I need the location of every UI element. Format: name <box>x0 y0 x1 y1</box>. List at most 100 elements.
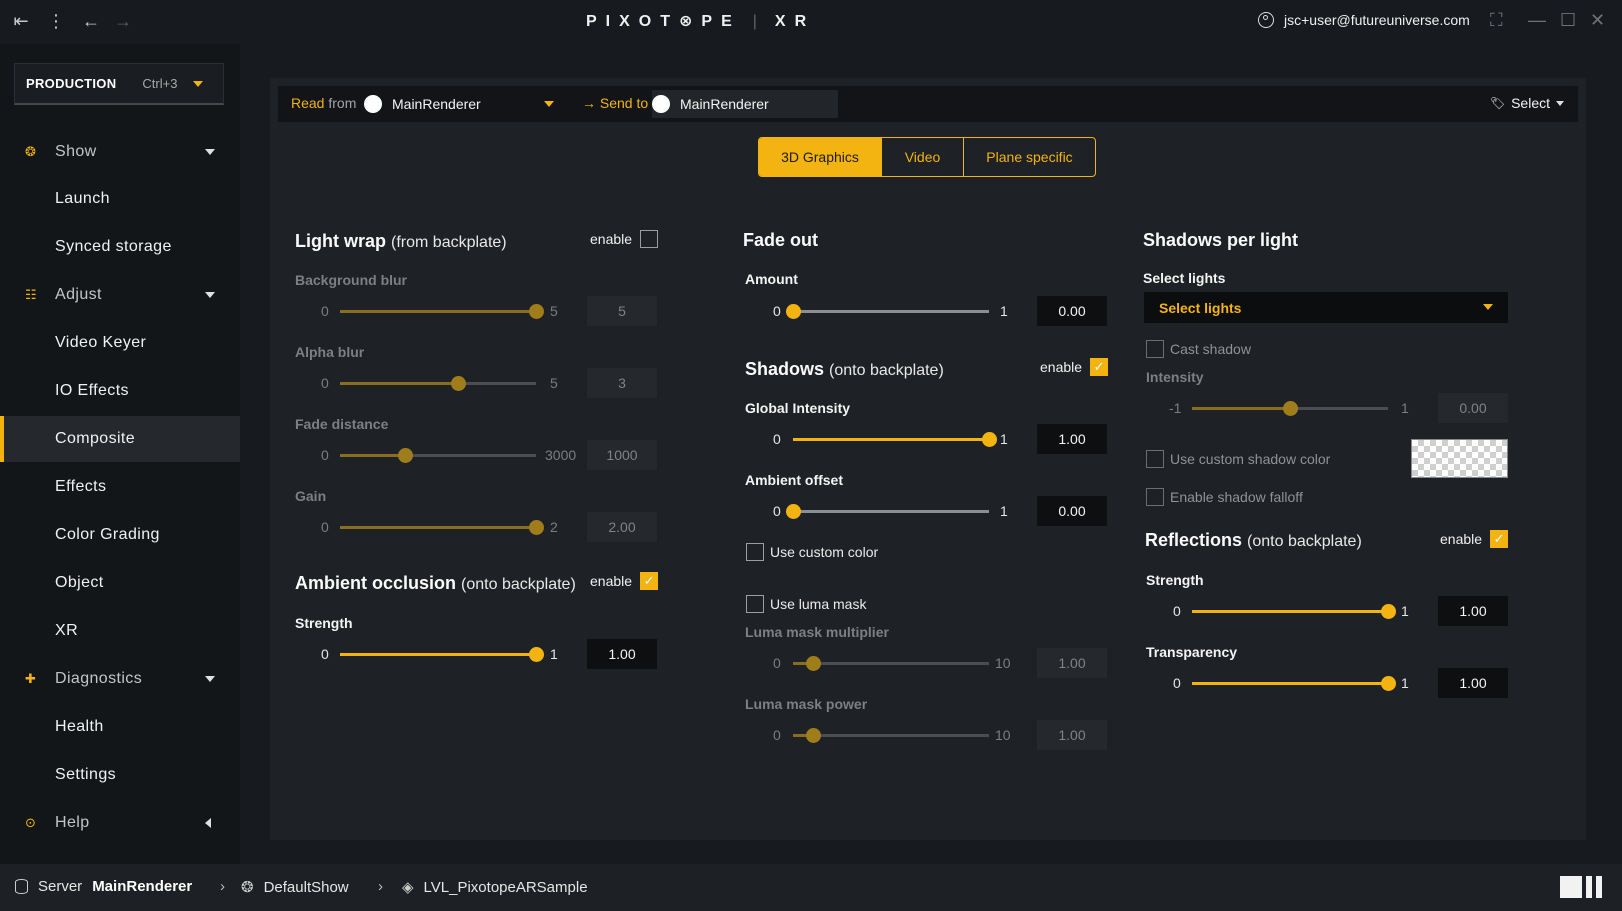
global-intensity-slider[interactable]: 0 1 1.00 <box>745 424 1115 454</box>
reflections-enable[interactable]: enable ✓ <box>1440 530 1509 548</box>
fade-out-title: Fade out <box>743 230 818 250</box>
gain-value[interactable]: 2.00 <box>587 512 657 542</box>
sidebar-item-health[interactable]: Health <box>55 718 104 735</box>
slider-handle[interactable] <box>805 656 821 671</box>
cast-shadow-option[interactable]: Cast shadow <box>1146 340 1251 358</box>
minimize-icon[interactable]: — <box>1528 10 1546 30</box>
use-custom-shadow-color-option[interactable]: Use custom shadow color <box>1146 450 1330 468</box>
sidebar-section-adjust[interactable]: ☷ Adjust <box>0 272 240 318</box>
light-wrap-enable[interactable]: enable <box>590 230 659 248</box>
transparency-value[interactable]: 1.00 <box>1438 668 1508 698</box>
breadcrumb-server[interactable]: Server MainRenderer <box>15 878 192 895</box>
luma-mask-multiplier-value[interactable]: 1.00 <box>1037 648 1107 678</box>
user-account[interactable]: jsc+user@futureuniverse.com <box>1258 12 1470 28</box>
slider-handle[interactable] <box>1381 604 1396 619</box>
ambient-offset-value[interactable]: 0.00 <box>1037 496 1107 526</box>
luma-mask-power-slider[interactable]: 0 10 1.00 <box>745 720 1115 750</box>
sidebar-item-launch[interactable]: Launch <box>55 190 110 207</box>
fade-out-amount-slider[interactable]: 0 1 0.00 <box>745 296 1115 326</box>
fullscreen-icon[interactable]: ⛶ <box>1490 10 1503 30</box>
slider-handle[interactable] <box>805 728 821 743</box>
gain-label: Gain <box>295 488 327 504</box>
sidebar-section-diagnostics[interactable]: ✚ Diagnostics <box>0 656 240 702</box>
sidebar-item-object[interactable]: Object <box>55 574 104 591</box>
close-icon[interactable]: ✕ <box>1590 10 1606 30</box>
slider-handle[interactable] <box>529 520 544 535</box>
background-blur-value[interactable]: 5 <box>587 296 657 326</box>
fade-distance-slider[interactable]: 0 3000 1000 <box>295 440 665 470</box>
light-intensity-value[interactable]: 0.00 <box>1438 393 1508 423</box>
gain-slider[interactable]: 0 2 2.00 <box>295 512 665 542</box>
shadows-enable[interactable]: enable ✓ <box>1040 358 1109 376</box>
global-intensity-value[interactable]: 1.00 <box>1037 424 1107 454</box>
tab-plane-specific[interactable]: Plane specific <box>963 138 1095 176</box>
ambient-offset-slider[interactable]: 0 1 0.00 <box>745 496 1115 526</box>
maximize-icon[interactable]: ☐ <box>1560 10 1577 30</box>
slider-handle[interactable] <box>786 304 801 319</box>
shadows-enable-checkbox[interactable]: ✓ <box>1090 358 1109 376</box>
sidebar-item-settings[interactable]: Settings <box>55 766 117 783</box>
enable-shadow-falloff-checkbox[interactable] <box>1146 488 1164 506</box>
panel-layout-icon[interactable] <box>1560 876 1602 898</box>
use-luma-mask-checkbox[interactable] <box>746 595 764 613</box>
slider-handle[interactable] <box>982 432 997 447</box>
sidebar-item-composite[interactable]: Composite <box>0 416 240 462</box>
sidebar-section-help[interactable]: ⊙ Help <box>0 800 240 846</box>
alpha-blur-slider[interactable]: 0 5 3 <box>295 368 665 398</box>
shadow-color-swatch[interactable] <box>1411 439 1508 478</box>
slider-handle[interactable] <box>398 448 414 463</box>
light-wrap-enable-checkbox[interactable] <box>640 230 659 248</box>
use-custom-shadow-color-checkbox[interactable] <box>1146 450 1164 468</box>
slider-handle[interactable] <box>529 304 544 319</box>
production-selector[interactable]: PRODUCTION Ctrl+3 <box>14 63 224 105</box>
background-blur-slider[interactable]: 0 5 5 <box>295 296 665 326</box>
slider-handle[interactable] <box>1283 401 1298 416</box>
breadcrumb-show[interactable]: ❂ DefaultShow <box>241 878 349 897</box>
ao-strength-value[interactable]: 1.00 <box>587 639 657 669</box>
cast-shadow-checkbox[interactable] <box>1146 340 1164 358</box>
sidebar-item-effects[interactable]: Effects <box>55 478 107 495</box>
slider-handle[interactable] <box>786 504 801 519</box>
back-arrow-icon[interactable]: ← <box>82 10 100 31</box>
luma-mask-power-value[interactable]: 1.00 <box>1037 720 1107 750</box>
reflections-strength-slider[interactable]: 0 1 1.00 <box>1146 596 1516 626</box>
sidebar-item-video-keyer[interactable]: Video Keyer <box>55 334 147 351</box>
sidebar-item-color-grading[interactable]: Color Grading <box>55 526 160 543</box>
tab-video[interactable]: Video <box>881 138 963 176</box>
read-source-dropdown[interactable]: MainRenderer <box>364 86 554 122</box>
collapse-sidebar-icon[interactable]: ⇤ <box>13 10 29 31</box>
fade-distance-label: Fade distance <box>295 416 389 432</box>
ao-strength-slider[interactable]: 0 1 1.00 <box>295 639 665 669</box>
alpha-blur-value[interactable]: 3 <box>587 368 657 398</box>
slider-handle[interactable] <box>529 647 544 662</box>
tab-3d-graphics[interactable]: 3D Graphics <box>759 138 881 176</box>
use-custom-color-option[interactable]: Use custom color <box>746 543 878 561</box>
sidebar-item-synced-storage[interactable]: Synced storage <box>55 238 172 255</box>
reflections-strength-value[interactable]: 1.00 <box>1438 596 1508 626</box>
luma-mask-multiplier-slider[interactable]: 0 10 1.00 <box>745 648 1115 678</box>
sidebar-item-xr[interactable]: XR <box>55 622 79 639</box>
use-custom-color-checkbox[interactable] <box>746 543 764 561</box>
enable-shadow-falloff-option[interactable]: Enable shadow falloff <box>1146 488 1303 506</box>
light-intensity-slider[interactable]: -1 1 0.00 <box>1146 393 1516 423</box>
select-lights-dropdown[interactable]: Select lights <box>1144 292 1508 323</box>
ambient-occlusion-enable[interactable]: enable ✓ <box>590 572 659 590</box>
database-icon <box>15 879 28 894</box>
more-menu-icon[interactable]: ⋮ <box>47 10 65 31</box>
fade-distance-value[interactable]: 1000 <box>587 440 657 470</box>
forward-arrow-icon[interactable]: → <box>114 10 132 31</box>
reflections-enable-checkbox[interactable]: ✓ <box>1490 530 1509 548</box>
use-luma-mask-option[interactable]: Use luma mask <box>746 595 866 613</box>
fade-out-amount-value[interactable]: 0.00 <box>1037 296 1107 326</box>
slider-handle[interactable] <box>450 376 466 391</box>
select-tag-dropdown[interactable]: 🏷 Select <box>1490 95 1564 111</box>
sidebar-section-show[interactable]: ❂ Show <box>0 129 240 175</box>
transparency-slider[interactable]: 0 1 1.00 <box>1146 668 1516 698</box>
sidebar-item-io-effects[interactable]: IO Effects <box>55 382 129 399</box>
shadows-title: Shadows (onto backplate) <box>745 359 944 379</box>
breadcrumb-level[interactable]: ◈ LVL_PixotopeARSample <box>402 878 588 897</box>
send-target-field[interactable]: MainRenderer <box>652 90 838 118</box>
chevron-down-icon <box>1483 304 1493 310</box>
slider-handle[interactable] <box>1381 676 1396 691</box>
ambient-occlusion-enable-checkbox[interactable]: ✓ <box>640 572 659 590</box>
